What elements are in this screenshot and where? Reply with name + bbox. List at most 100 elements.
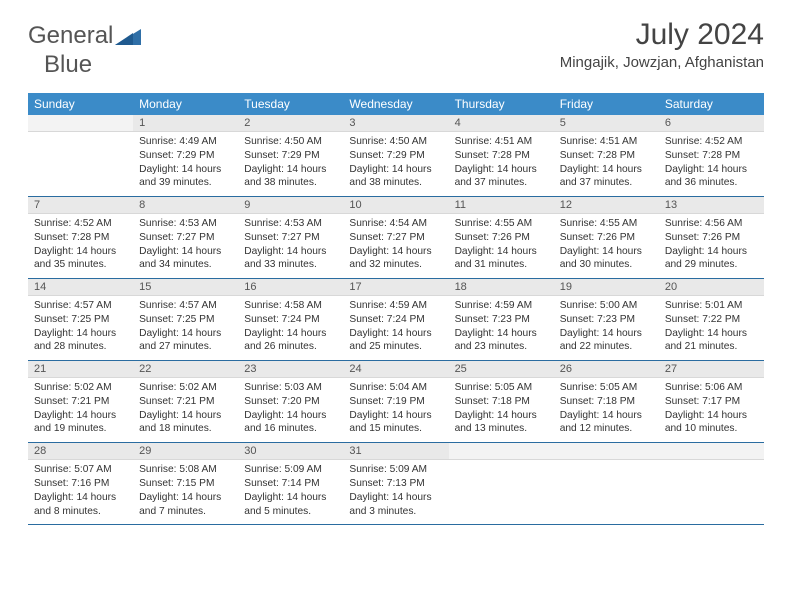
day-line: Sunrise: 5:01 AM <box>665 299 758 313</box>
day-number: 22 <box>133 361 238 378</box>
day-line: Sunrise: 4:53 AM <box>244 217 337 231</box>
day-line: Sunset: 7:15 PM <box>139 477 232 491</box>
day-line: Sunrise: 4:56 AM <box>665 217 758 231</box>
day-content: Sunrise: 4:55 AMSunset: 7:26 PMDaylight:… <box>554 214 659 278</box>
day-line: Sunrise: 5:05 AM <box>560 381 653 395</box>
day-line: Sunrise: 4:53 AM <box>139 217 232 231</box>
day-content: Sunrise: 4:50 AMSunset: 7:29 PMDaylight:… <box>343 132 448 196</box>
daycontent-row: Sunrise: 4:49 AMSunset: 7:29 PMDaylight:… <box>28 132 764 197</box>
day-number: 31 <box>343 443 448 460</box>
day-line: Sunset: 7:27 PM <box>244 231 337 245</box>
day-line: Daylight: 14 hours <box>665 409 758 423</box>
day-cell: 14 <box>28 279 133 296</box>
day-number: 5 <box>554 115 659 132</box>
day-number: 13 <box>659 197 764 214</box>
day-line: Sunrise: 4:58 AM <box>244 299 337 313</box>
day-line: and 37 minutes. <box>455 176 548 190</box>
day-line: Sunset: 7:19 PM <box>349 395 442 409</box>
day-number: 16 <box>238 279 343 296</box>
week-separator <box>28 525 764 526</box>
day-cell: 1 <box>133 115 238 132</box>
day-content: Sunrise: 5:05 AMSunset: 7:18 PMDaylight:… <box>449 378 554 442</box>
day-line: Sunset: 7:24 PM <box>244 313 337 327</box>
day-cell: 2 <box>238 115 343 132</box>
day-cell: 30 <box>238 443 343 460</box>
day-line: and 16 minutes. <box>244 422 337 436</box>
day-content: Sunrise: 4:57 AMSunset: 7:25 PMDaylight:… <box>28 296 133 360</box>
day-line: and 25 minutes. <box>349 340 442 354</box>
day-line: Sunset: 7:28 PM <box>34 231 127 245</box>
day-cell: 13 <box>659 197 764 214</box>
day-cell: Sunrise: 5:00 AMSunset: 7:23 PMDaylight:… <box>554 296 659 361</box>
day-cell: 11 <box>449 197 554 214</box>
day-content <box>449 460 554 522</box>
day-cell: 25 <box>449 361 554 378</box>
day-content: Sunrise: 5:06 AMSunset: 7:17 PMDaylight:… <box>659 378 764 442</box>
calendar-body: 123456Sunrise: 4:49 AMSunset: 7:29 PMDay… <box>28 115 764 525</box>
weekday-header: Tuesday <box>238 93 343 115</box>
day-line: Sunrise: 4:55 AM <box>560 217 653 231</box>
day-line: and 15 minutes. <box>349 422 442 436</box>
day-number: 4 <box>449 115 554 132</box>
day-cell: Sunrise: 4:57 AMSunset: 7:25 PMDaylight:… <box>133 296 238 361</box>
day-line: Daylight: 14 hours <box>244 245 337 259</box>
day-line: Daylight: 14 hours <box>244 163 337 177</box>
day-cell: 9 <box>238 197 343 214</box>
day-line: Daylight: 14 hours <box>349 327 442 341</box>
day-line: and 38 minutes. <box>244 176 337 190</box>
day-cell: Sunrise: 5:09 AMSunset: 7:13 PMDaylight:… <box>343 460 448 525</box>
day-number: 28 <box>28 443 133 460</box>
day-line: Sunrise: 4:57 AM <box>34 299 127 313</box>
day-cell: Sunrise: 4:55 AMSunset: 7:26 PMDaylight:… <box>554 214 659 279</box>
day-content: Sunrise: 5:08 AMSunset: 7:15 PMDaylight:… <box>133 460 238 524</box>
day-cell: Sunrise: 4:51 AMSunset: 7:28 PMDaylight:… <box>554 132 659 197</box>
day-line: Sunrise: 5:02 AM <box>139 381 232 395</box>
weekday-header: Sunday <box>28 93 133 115</box>
day-number: 14 <box>28 279 133 296</box>
day-line: Sunrise: 5:09 AM <box>349 463 442 477</box>
day-number: 3 <box>343 115 448 132</box>
day-line: Sunset: 7:14 PM <box>244 477 337 491</box>
day-number: 21 <box>28 361 133 378</box>
day-content: Sunrise: 5:07 AMSunset: 7:16 PMDaylight:… <box>28 460 133 524</box>
day-cell: 12 <box>554 197 659 214</box>
day-cell: Sunrise: 4:54 AMSunset: 7:27 PMDaylight:… <box>343 214 448 279</box>
day-cell: Sunrise: 4:50 AMSunset: 7:29 PMDaylight:… <box>343 132 448 197</box>
day-cell: 21 <box>28 361 133 378</box>
day-line: and 26 minutes. <box>244 340 337 354</box>
day-line: and 36 minutes. <box>665 176 758 190</box>
day-number: 27 <box>659 361 764 378</box>
day-line: Daylight: 14 hours <box>349 409 442 423</box>
day-line: and 38 minutes. <box>349 176 442 190</box>
day-number: 18 <box>449 279 554 296</box>
day-cell: 24 <box>343 361 448 378</box>
day-content: Sunrise: 5:02 AMSunset: 7:21 PMDaylight:… <box>28 378 133 442</box>
day-line: Daylight: 14 hours <box>34 245 127 259</box>
day-cell: 17 <box>343 279 448 296</box>
day-content <box>28 132 133 194</box>
day-cell: 31 <box>343 443 448 460</box>
day-number: 20 <box>659 279 764 296</box>
day-cell: Sunrise: 5:05 AMSunset: 7:18 PMDaylight:… <box>449 378 554 443</box>
day-line: and 8 minutes. <box>34 505 127 519</box>
day-line: Daylight: 14 hours <box>560 163 653 177</box>
day-line: Sunset: 7:21 PM <box>34 395 127 409</box>
weekday-header: Friday <box>554 93 659 115</box>
day-number: 17 <box>343 279 448 296</box>
day-line: Sunrise: 4:52 AM <box>34 217 127 231</box>
day-cell <box>554 460 659 525</box>
day-cell: Sunrise: 4:53 AMSunset: 7:27 PMDaylight:… <box>133 214 238 279</box>
day-line: and 18 minutes. <box>139 422 232 436</box>
day-line: Sunrise: 4:55 AM <box>455 217 548 231</box>
day-line: Sunset: 7:16 PM <box>34 477 127 491</box>
weekday-header: Thursday <box>449 93 554 115</box>
day-line: Daylight: 14 hours <box>34 491 127 505</box>
day-line: Sunrise: 4:51 AM <box>455 135 548 149</box>
day-line: and 28 minutes. <box>34 340 127 354</box>
day-cell <box>28 132 133 197</box>
day-number: 24 <box>343 361 448 378</box>
day-number: 25 <box>449 361 554 378</box>
logo-triangle-icon <box>115 27 141 45</box>
day-cell: 26 <box>554 361 659 378</box>
day-content: Sunrise: 4:55 AMSunset: 7:26 PMDaylight:… <box>449 214 554 278</box>
